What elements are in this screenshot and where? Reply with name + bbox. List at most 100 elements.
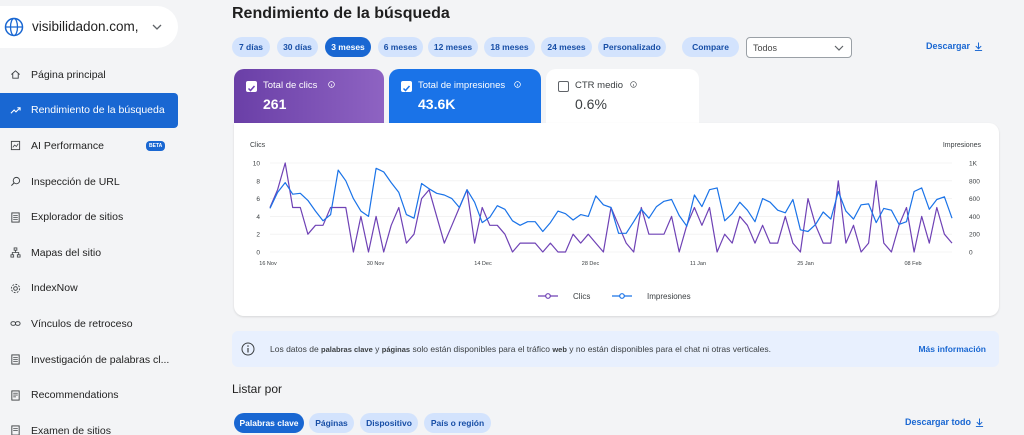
sidebar-item-ai-performance[interactable]: AI Performance BETA: [0, 128, 190, 164]
right-tick-label: 600: [969, 196, 980, 203]
right-tick-label: 400: [969, 214, 980, 221]
sidebar-item-keyword-research[interactable]: Investigación de palabras cl...: [0, 342, 190, 378]
select-value: Todos: [753, 42, 778, 53]
download-all-button[interactable]: Descargar todo: [905, 417, 984, 427]
banner-bold-keywords: palabras clave: [321, 345, 373, 354]
impressions-checkbox[interactable]: [401, 81, 412, 92]
x-tick-label: 16 Nov: [259, 261, 277, 267]
site-selector[interactable]: visibilidadon.com,: [0, 6, 178, 48]
tab-device[interactable]: Dispositivo: [360, 413, 418, 433]
right-tick-label: 800: [969, 178, 980, 185]
metric-card-clicks[interactable]: Total de clics 261: [234, 69, 384, 123]
sidebar-item-label: Rendimiento de la búsqueda: [31, 104, 165, 117]
banner-text: Los datos de palabras clave y páginas so…: [270, 344, 771, 354]
chart-ticks: 10 1K 8 800 6 600 4 400 2 200 0 0 16 Nov 30 Nov 14 Dec…: [253, 161, 980, 268]
range-chip-7d[interactable]: 7 días: [232, 37, 270, 57]
chevron-down-icon: [152, 24, 162, 30]
legend-marker: [619, 293, 625, 299]
metric-value: 0.6%: [575, 96, 607, 112]
tab-keywords[interactable]: Palabras clave: [234, 413, 304, 433]
x-tick-label: 28 Dec: [582, 261, 600, 267]
home-icon: [9, 68, 22, 81]
right-axis-label: Impresiones: [943, 142, 982, 149]
document-icon: [9, 424, 22, 435]
sidebar-nav: Página principal Rendimiento de la búsqu…: [0, 57, 190, 435]
download-button[interactable]: Descargar: [926, 41, 983, 51]
left-tick-label: 0: [256, 250, 260, 257]
more-info-link[interactable]: Más información: [918, 344, 986, 354]
right-tick-label: 200: [969, 232, 980, 239]
chart-legend: Clics Impresiones: [538, 292, 691, 301]
banner-text-part: Los datos de: [270, 344, 322, 354]
metric-card-ctr[interactable]: CTR medio 0.6%: [546, 69, 699, 123]
sidebar-item-label: Examen de sitios: [31, 424, 111, 435]
sidebar-item-sitemaps[interactable]: Mapas del sitio: [0, 235, 190, 271]
download-label: Descargar: [926, 41, 971, 51]
sidebar-item-url-inspection[interactable]: Inspección de URL: [0, 164, 190, 200]
range-chip-24m[interactable]: 24 meses: [541, 37, 592, 57]
sidebar-item-site-explorer[interactable]: Explorador de sitios: [0, 199, 190, 235]
chart-lines: [269, 162, 953, 253]
x-tick-label: 30 Nov: [367, 261, 385, 267]
x-tick-label: 14 Dec: [474, 261, 492, 267]
sidebar-item-label: Página principal: [31, 68, 106, 81]
x-tick-label: 25 Jan: [797, 261, 814, 267]
sidebar-item-home[interactable]: Página principal: [0, 57, 190, 93]
search-type-select[interactable]: Todos: [746, 37, 852, 58]
banner-text-part: y no están disponibles para el chat ni o…: [566, 344, 772, 354]
gear-icon: [9, 282, 22, 295]
left-tick-label: 10: [253, 161, 261, 168]
compare-button[interactable]: Compare: [682, 37, 739, 57]
document-icon: [9, 353, 22, 366]
range-chip-custom[interactable]: Personalizado: [598, 37, 666, 57]
metric-label: CTR medio: [575, 80, 624, 91]
line-chart: Clics Impresiones 10 1K 8 800 6 600 4 400 2 200 0 0…: [250, 142, 982, 301]
tab-pages[interactable]: Páginas: [309, 413, 354, 433]
range-chip-6m[interactable]: 6 meses: [378, 37, 423, 57]
left-tick-label: 6: [256, 196, 260, 203]
sidebar-item-label: Explorador de sitios: [31, 211, 124, 224]
range-chip-30d[interactable]: 30 días: [277, 37, 318, 57]
x-tick-label: 08 Feb: [904, 261, 921, 267]
beta-badge: BETA: [146, 141, 166, 152]
link-icon: [9, 317, 22, 330]
left-tick-label: 2: [256, 232, 260, 239]
sidebar: visibilidadon.com, Página principal Rend…: [0, 0, 190, 435]
legend-marker: [545, 293, 551, 299]
list-icon: [9, 389, 22, 402]
sidebar-item-label: Mapas del sitio: [31, 246, 102, 259]
info-icon: [514, 81, 521, 88]
metric-card-impressions[interactable]: Total de impresiones 43.6K: [389, 69, 541, 123]
range-chip-18m[interactable]: 18 meses: [484, 37, 535, 57]
page-title: Rendimiento de la búsqueda: [232, 5, 450, 22]
series-line-impressions: [269, 167, 953, 234]
ctr-checkbox[interactable]: [558, 81, 569, 92]
left-tick-label: 4: [256, 214, 260, 221]
info-icon: [630, 81, 637, 88]
tab-country[interactable]: País o región: [424, 413, 491, 433]
download-icon: [975, 417, 984, 427]
banner-bold-pages: páginas: [381, 345, 411, 354]
site-name: visibilidadon.com,: [32, 19, 139, 34]
metric-value: 43.6K: [418, 96, 456, 112]
download-icon: [974, 41, 983, 51]
banner-text-part: y: [372, 344, 382, 354]
x-tick-label: 11 Jan: [690, 261, 706, 267]
trending-up-icon: [9, 104, 22, 117]
search-icon: [9, 175, 22, 188]
range-chip-12m[interactable]: 12 meses: [428, 37, 478, 57]
sitemap-icon: [9, 246, 22, 259]
globe-icon: [4, 17, 24, 37]
sidebar-item-label: AI Performance: [31, 139, 104, 152]
metric-label: Total de clics: [263, 80, 318, 91]
left-tick-label: 8: [256, 178, 260, 185]
sidebar-item-indexnow[interactable]: IndexNow: [0, 271, 190, 307]
sidebar-item-search-performance[interactable]: Rendimiento de la búsqueda: [0, 92, 178, 129]
sidebar-item-site-scan[interactable]: Examen de sitios: [0, 413, 190, 435]
right-tick-label: 1K: [969, 161, 978, 168]
clicks-checkbox[interactable]: [246, 81, 257, 92]
range-chip-3m[interactable]: 3 meses: [325, 37, 371, 57]
list-by-title: Listar por: [232, 382, 283, 396]
sidebar-item-backlinks[interactable]: Vínculos de retroceso: [0, 306, 190, 342]
sidebar-item-recommendations[interactable]: Recommendations: [0, 377, 190, 413]
